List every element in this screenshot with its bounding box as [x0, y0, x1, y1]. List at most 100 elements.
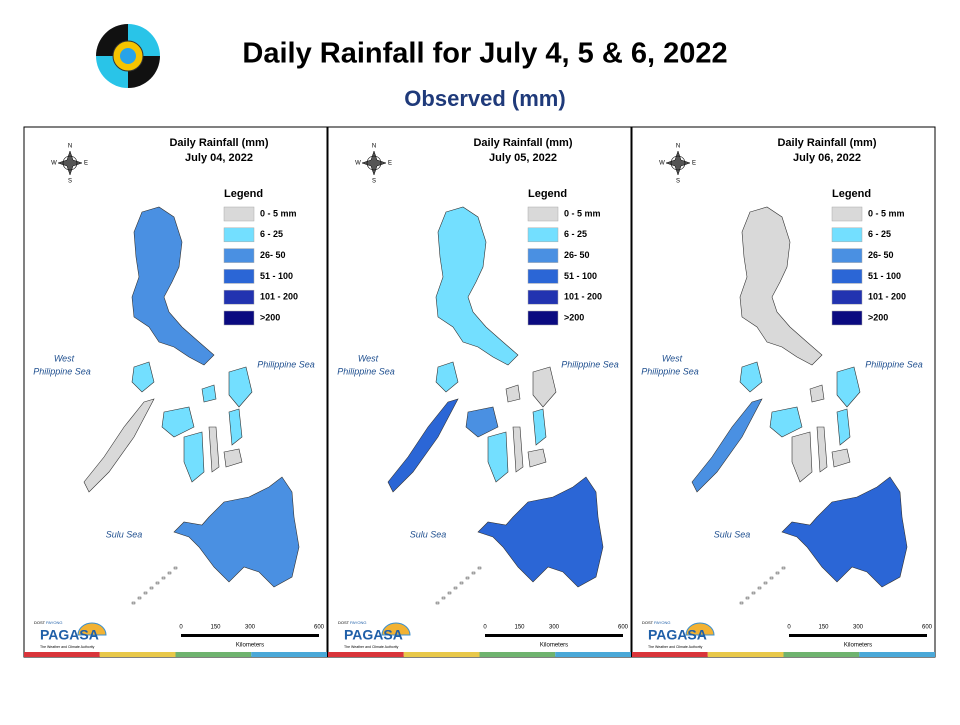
logo-dost: DOST	[338, 620, 350, 625]
legend-swatch	[223, 227, 255, 243]
sulu-islet	[155, 581, 160, 585]
sulu-islet	[453, 586, 458, 590]
compass-s: S	[372, 179, 376, 185]
scale-label: 600	[314, 625, 325, 631]
sulu-islet	[465, 576, 470, 580]
legend-label: 26- 50	[868, 250, 894, 260]
scale-bar	[181, 634, 319, 637]
scale-label: 600	[618, 625, 629, 631]
sea-label-west: West	[358, 353, 379, 363]
legend-title: Legend	[832, 188, 871, 200]
sea-label-west: West	[662, 353, 683, 363]
legend-swatch	[527, 310, 559, 326]
island-cebu	[208, 426, 220, 473]
sulu-islet	[471, 571, 476, 575]
panel-title: Daily Rainfall (mm)	[169, 137, 268, 149]
sea-label-south: Sulu Sea	[410, 529, 447, 539]
title: Daily Rainfall for July 4, 5 & 6, 2022	[242, 38, 727, 70]
compass-rose	[665, 150, 691, 176]
island-bohol	[831, 448, 851, 468]
footer-stripe	[99, 652, 176, 657]
legend-label: 51 - 100	[564, 271, 597, 281]
panel-date: July 06, 2022	[793, 152, 861, 164]
compass-e: E	[388, 161, 392, 167]
compass-n: N	[372, 144, 376, 150]
island-leyte	[836, 408, 851, 446]
compass-s: S	[676, 179, 680, 185]
sea-label-west: Philippine Sea	[33, 366, 91, 376]
sulu-islet	[459, 581, 464, 585]
legend-title: Legend	[224, 188, 263, 200]
footer-stripe	[555, 652, 631, 657]
scale-label: 0	[787, 625, 791, 631]
compass-ring	[366, 155, 382, 171]
legend-swatch	[831, 227, 863, 243]
island-samar	[532, 366, 557, 408]
scale-label: 150	[514, 625, 525, 631]
footer-stripe	[24, 652, 100, 657]
island-panay	[465, 406, 499, 438]
legend-label: 101 - 200	[260, 292, 298, 302]
legend-label: 0 - 5 mm	[260, 208, 297, 218]
compass-e: E	[84, 161, 88, 167]
island-palawan	[83, 398, 155, 493]
scale-unit: Kilometers	[844, 643, 872, 649]
scale-label: 300	[245, 625, 256, 631]
panel-title: Daily Rainfall (mm)	[473, 137, 572, 149]
map-panel: Daily Rainfall (mm) July 05, 2022 N S E W Lege…	[327, 126, 632, 658]
pagasa-top-logo	[96, 24, 160, 88]
pagasa-logo: DOST PAYONG PAGASA The Weather and Climate …	[338, 620, 411, 649]
scale-bar	[485, 634, 623, 637]
legend-swatch	[831, 289, 863, 305]
sulu-islet	[173, 566, 178, 570]
legend-swatch	[831, 269, 863, 284]
sulu-islet	[477, 566, 482, 570]
compass-w: W	[659, 161, 665, 167]
sulu-islet	[757, 586, 762, 590]
legend-swatch	[223, 206, 255, 222]
island-luzon	[739, 206, 823, 366]
sulu-islet	[435, 601, 440, 605]
legend-swatch	[831, 206, 863, 222]
logo-umbrella	[685, 622, 715, 636]
island-palawan	[387, 398, 459, 493]
island-negros	[487, 431, 509, 483]
island-samar	[836, 366, 861, 408]
legend-swatch	[223, 248, 255, 263]
compass: N S E W	[355, 144, 392, 185]
sea-label-west: Philippine Sea	[641, 366, 699, 376]
island-bohol	[527, 448, 547, 468]
scale-label: 150	[818, 625, 829, 631]
legend-label: 26- 50	[260, 250, 286, 260]
sulu-islet	[769, 576, 774, 580]
scale-unit: Kilometers	[236, 643, 264, 649]
logo-tagline: The Weather and Climate Authority	[344, 645, 399, 649]
island-palawan	[691, 398, 763, 493]
sulu-islet	[149, 586, 154, 590]
legend-label: 51 - 100	[260, 271, 293, 281]
panel-date: July 04, 2022	[185, 152, 253, 164]
legend-swatch	[223, 269, 255, 284]
compass-ring	[670, 155, 686, 171]
island-panay	[769, 406, 803, 438]
logo-payong: PAYONG	[46, 620, 63, 625]
footer-stripe	[859, 652, 935, 657]
logo-agency: PAGASA	[648, 627, 707, 643]
sulu-islet	[441, 596, 446, 600]
scale-label: 0	[483, 625, 487, 631]
compass-rose	[361, 150, 387, 176]
legend-swatch	[831, 248, 863, 263]
map-panel: Daily Rainfall (mm) July 04, 2022 N S E W Lege…	[23, 126, 328, 658]
logo-agency: PAGASA	[344, 627, 403, 643]
island-mindoro	[739, 361, 763, 393]
subtitle: Observed (mm)	[404, 86, 565, 111]
sulu-islet	[161, 576, 166, 580]
sulu-islet	[775, 571, 780, 575]
island-mindanao	[781, 476, 908, 588]
footer-stripe	[707, 652, 784, 657]
legend-label: 101 - 200	[564, 292, 602, 302]
island-panay	[161, 406, 195, 438]
footer-stripe	[632, 652, 708, 657]
legend-label: 0 - 5 mm	[564, 208, 601, 218]
sea-label-east: Philippine Sea	[257, 359, 315, 369]
